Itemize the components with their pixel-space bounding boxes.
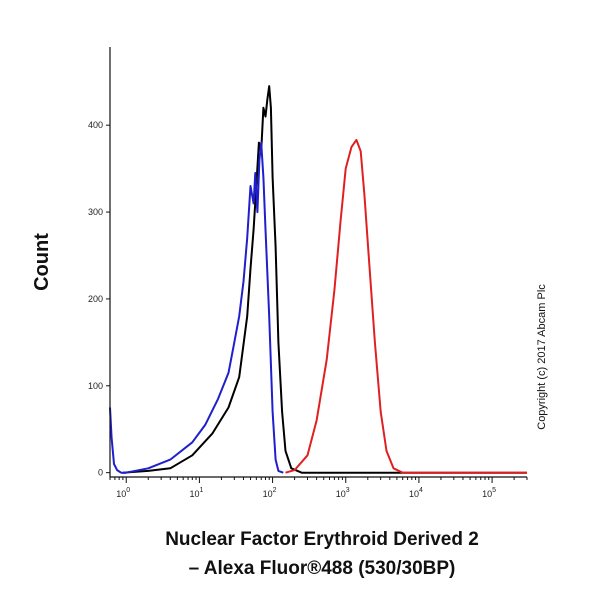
- x-tick-label: 105: [482, 487, 496, 499]
- y-axis-title: Count: [31, 233, 53, 291]
- y-tick-label: 100: [88, 381, 103, 391]
- y-tick-label: 400: [88, 120, 103, 130]
- x-tick-label: 100: [116, 487, 130, 499]
- x-tick-label: 102: [263, 487, 277, 499]
- series-layer: [109, 85, 527, 474]
- axes-layer: [109, 47, 527, 478]
- x-axis-title-line1: Nuclear Factor Erythroid Derived 2: [165, 529, 479, 550]
- x-tick-label: 103: [336, 487, 350, 499]
- series-line-1: [109, 141, 284, 474]
- series-line-2: [285, 138, 527, 474]
- x-axis-title-line2: – Alexa Fluor®488 (530/30BP): [189, 558, 456, 579]
- y-tick-label: 300: [88, 207, 103, 217]
- copyright-annotation: Copyright (c) 2017 Abcam Plc: [536, 284, 548, 430]
- x-tick-label: 104: [409, 487, 423, 499]
- y-tick-label: 0: [98, 468, 103, 478]
- ticks-layer: 0 100 200 300 400 100 101 102 103 104 105: [88, 120, 528, 499]
- y-tick-label: 200: [88, 294, 103, 304]
- series-line-0: [122, 85, 527, 474]
- x-tick-label: 101: [189, 487, 203, 499]
